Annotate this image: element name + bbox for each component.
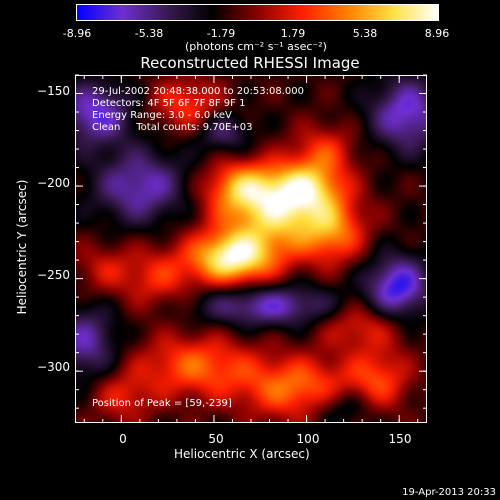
- x-tick-label: 100: [296, 432, 320, 446]
- heatmap-plot: 29-Jul-2002 20:48:38.000 to 20:53:08.000…: [75, 75, 427, 423]
- annotation-detectors: Detectors: 4F 5F 6F 7F 8F 9F 1: [92, 98, 246, 109]
- colorbar-tick-label: -8.96: [62, 27, 92, 40]
- x-axis-label: Heliocentric X (arcsec): [174, 447, 310, 461]
- colorbar-tick-label: 1.79: [280, 27, 306, 40]
- x-tick-label: 50: [208, 432, 224, 446]
- annotation-energy-range: Energy Range: 3.0 - 6.0 keV: [92, 110, 232, 121]
- chart-title: Reconstructed RHESSI Image: [140, 54, 360, 72]
- x-tick-label: 150: [388, 432, 412, 446]
- x-tick-label: 0: [119, 432, 127, 446]
- colorbar-tick-label: 5.38: [352, 27, 378, 40]
- colorbar-tick-label: -5.38: [134, 27, 164, 40]
- heatmap-image: [76, 76, 426, 422]
- annotation-total-counts: Clean Total counts: 9.70E+03: [92, 122, 253, 133]
- annotation-time-range: 29-Jul-2002 20:48:38.000 to 20:53:08.000: [92, 86, 304, 97]
- y-tick-label: −150: [37, 84, 70, 98]
- y-tick-label: −200: [37, 176, 70, 190]
- colorbar-tick-label: -1.79: [206, 27, 236, 40]
- y-axis-label: Heliocentric Y (arcsec): [15, 179, 29, 315]
- colorbar-tick-label: 8.96: [424, 27, 450, 40]
- colorbar: [76, 4, 439, 21]
- y-tick-label: −300: [37, 360, 70, 374]
- y-tick-label: −250: [37, 268, 70, 282]
- peak-position-label: Position of Peak = [59,-239]: [92, 398, 232, 409]
- colorbar-units: (photons cm⁻² s⁻¹ asec⁻²): [185, 40, 327, 53]
- footer-timestamp: 19-Apr-2013 20:33: [402, 487, 496, 498]
